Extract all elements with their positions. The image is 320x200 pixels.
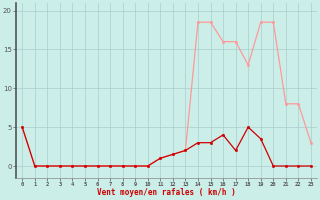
- X-axis label: Vent moyen/en rafales ( km/h ): Vent moyen/en rafales ( km/h ): [97, 188, 236, 197]
